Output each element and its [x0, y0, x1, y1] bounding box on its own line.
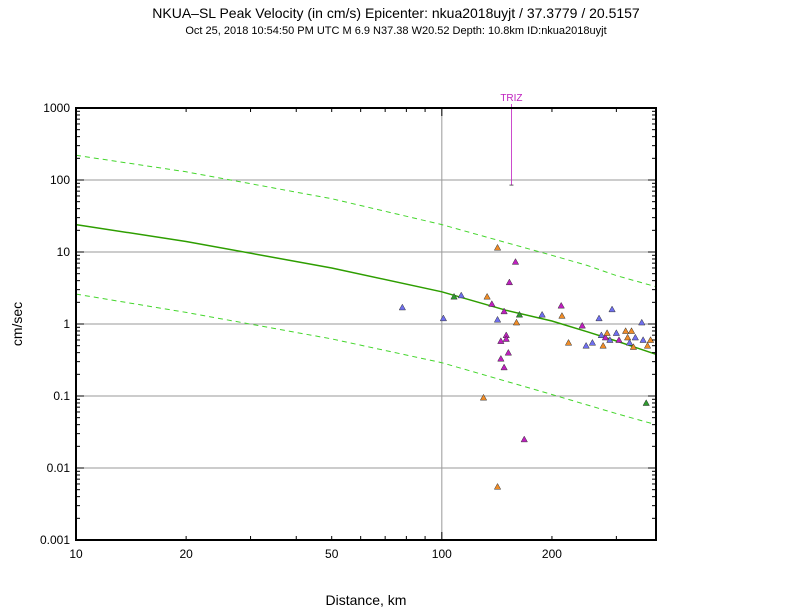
station-markers — [398, 243, 655, 490]
station-marker — [515, 310, 524, 318]
station-marker — [606, 336, 614, 343]
station-marker — [520, 435, 528, 443]
station-marker — [511, 258, 520, 265]
station-marker — [595, 314, 603, 322]
station-marker — [639, 336, 647, 343]
station-marker — [625, 338, 634, 346]
station-marker — [493, 243, 502, 251]
attenuation-curves — [75, 154, 657, 426]
x-axis-ticks: 10 20 50 100 200 — [69, 108, 617, 561]
station-marker — [450, 292, 458, 300]
grid-lines — [76, 108, 656, 540]
station-marker — [497, 354, 505, 362]
station-marker — [488, 300, 496, 307]
station-marker — [558, 312, 566, 319]
x-tick-label: 20 — [179, 547, 193, 561]
station-marker — [512, 318, 521, 326]
station-marker — [439, 314, 448, 322]
station-marker — [599, 341, 607, 349]
station-marker — [497, 337, 505, 344]
y-axis-ticks: 0.001 0.01 0.1 1 10 100 1000 — [40, 101, 656, 547]
station-marker — [479, 393, 488, 401]
upper-curve — [75, 154, 657, 288]
station-marker — [621, 327, 630, 334]
x-axis-label: Distance, km — [326, 592, 407, 608]
lower-curve — [75, 293, 657, 426]
station-marker — [483, 292, 491, 300]
station-marker — [612, 329, 620, 336]
station-marker — [615, 336, 623, 343]
y-axis-label: cm/sec — [9, 302, 25, 346]
station-marker — [608, 305, 616, 313]
median-curve — [75, 223, 657, 356]
station-marker — [582, 341, 590, 349]
station-marker — [502, 335, 510, 342]
station-marker — [631, 333, 639, 341]
x-tick-label: 10 — [69, 547, 83, 561]
x-tick-label: 50 — [325, 547, 339, 561]
chart-subtitle: Oct 25, 2018 10:54:50 PM UTC M 6.9 N37.3… — [185, 25, 607, 37]
station-marker — [557, 301, 565, 309]
x-tick-label: 100 — [432, 547, 452, 561]
station-marker — [642, 399, 650, 406]
station-marker — [578, 321, 586, 329]
station-marker — [398, 303, 406, 311]
station-label-triz: TRIZ — [500, 93, 522, 104]
station-marker — [564, 338, 573, 346]
station-marker — [457, 291, 465, 299]
x-tick-label: 200 — [542, 547, 562, 561]
y-tick-label: 1000 — [43, 101, 70, 115]
station-marker — [493, 482, 502, 490]
station-marker — [643, 341, 652, 349]
y-tick-label: 1 — [63, 317, 70, 331]
station-marker — [603, 329, 611, 336]
y-tick-label: 100 — [50, 173, 70, 187]
station-marker — [627, 327, 636, 334]
y-tick-label: 0.001 — [40, 533, 70, 547]
y-tick-label: 10 — [57, 245, 71, 259]
station-marker — [500, 307, 508, 315]
station-marker — [505, 278, 514, 286]
y-tick-label: 0.01 — [47, 461, 71, 475]
station-marker — [623, 333, 632, 341]
station-marker — [597, 331, 606, 338]
station-marker — [638, 318, 646, 326]
chart-title: NKUA–SL Peak Velocity (in cm/s) Epicente… — [152, 5, 640, 21]
station-marker — [504, 348, 512, 356]
station-marker — [588, 338, 597, 346]
station-marker — [493, 315, 502, 323]
annotations: TRIZ — [500, 93, 523, 186]
station-marker — [538, 310, 546, 318]
y-tick-label: 0.1 — [53, 389, 70, 403]
station-marker — [629, 343, 638, 350]
station-marker — [500, 363, 508, 371]
station-marker — [601, 333, 610, 341]
